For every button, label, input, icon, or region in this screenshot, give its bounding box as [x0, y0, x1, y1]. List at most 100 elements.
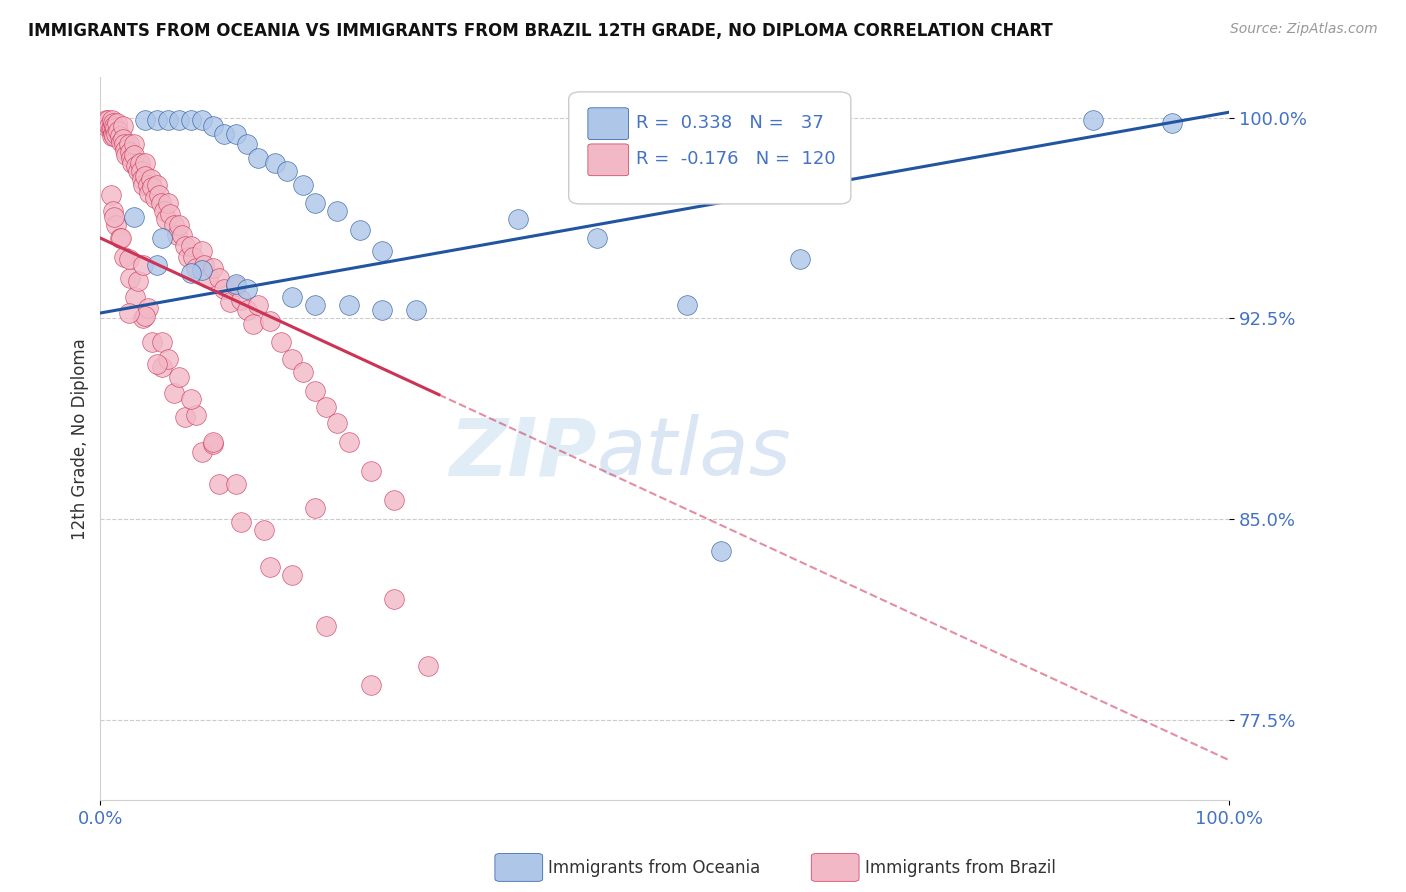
- Point: [225, 477, 247, 491]
- Point: [105, 116, 128, 130]
- Point: [202, 260, 225, 275]
- Point: [180, 266, 202, 280]
- Point: [169, 113, 191, 128]
- Point: [155, 212, 177, 227]
- Point: [360, 678, 382, 692]
- Point: [152, 231, 174, 245]
- Point: [202, 119, 225, 133]
- Point: [292, 178, 315, 192]
- Point: [159, 207, 181, 221]
- Y-axis label: 12th Grade, No Diploma: 12th Grade, No Diploma: [72, 338, 89, 540]
- Point: [117, 252, 139, 267]
- Point: [157, 113, 180, 128]
- Point: [108, 129, 131, 144]
- Point: [121, 156, 143, 170]
- Point: [134, 156, 156, 170]
- Point: [141, 335, 163, 350]
- Point: [264, 156, 287, 170]
- Point: [111, 132, 134, 146]
- Point: [186, 260, 208, 275]
- Point: [152, 359, 174, 374]
- Point: [127, 274, 149, 288]
- Point: [107, 124, 129, 138]
- Point: [197, 271, 219, 285]
- Point: [134, 113, 156, 128]
- Point: [326, 204, 349, 219]
- Point: [177, 250, 200, 264]
- Point: [405, 303, 427, 318]
- Point: [163, 218, 186, 232]
- Point: [131, 172, 153, 186]
- Point: [110, 231, 132, 245]
- Point: [180, 239, 202, 253]
- Point: [120, 151, 142, 165]
- Point: [214, 282, 236, 296]
- Point: [146, 178, 169, 192]
- Point: [103, 129, 125, 144]
- Point: [112, 137, 135, 152]
- FancyBboxPatch shape: [588, 144, 628, 176]
- Point: [100, 113, 122, 128]
- Point: [152, 335, 174, 350]
- Point: [105, 127, 128, 141]
- Point: [94, 113, 117, 128]
- Text: IMMIGRANTS FROM OCEANIA VS IMMIGRANTS FROM BRAZIL 12TH GRADE, NO DIPLOMA CORRELA: IMMIGRANTS FROM OCEANIA VS IMMIGRANTS FR…: [28, 22, 1053, 40]
- Point: [416, 659, 439, 673]
- Point: [214, 127, 236, 141]
- Point: [128, 156, 150, 170]
- Point: [134, 309, 156, 323]
- Point: [191, 113, 214, 128]
- Point: [231, 515, 253, 529]
- Point: [1161, 116, 1184, 130]
- Point: [236, 282, 259, 296]
- Text: Source: ZipAtlas.com: Source: ZipAtlas.com: [1230, 22, 1378, 37]
- Point: [143, 191, 166, 205]
- Point: [97, 113, 120, 128]
- Point: [242, 317, 264, 331]
- Point: [586, 231, 609, 245]
- Point: [270, 335, 292, 350]
- Point: [124, 290, 146, 304]
- Point: [136, 301, 159, 315]
- Point: [676, 298, 699, 312]
- Point: [141, 180, 163, 194]
- Point: [152, 204, 174, 219]
- Point: [219, 295, 242, 310]
- Point: [138, 186, 160, 200]
- Point: [146, 258, 169, 272]
- Point: [117, 137, 139, 152]
- Point: [112, 250, 135, 264]
- Point: [236, 303, 259, 318]
- Point: [236, 137, 259, 152]
- Point: [337, 298, 360, 312]
- Point: [231, 293, 253, 307]
- Point: [110, 135, 132, 149]
- Point: [117, 306, 139, 320]
- Point: [349, 223, 371, 237]
- Point: [259, 314, 281, 328]
- Point: [225, 277, 247, 291]
- Point: [186, 408, 208, 422]
- Point: [506, 212, 529, 227]
- Point: [100, 121, 122, 136]
- Point: [157, 196, 180, 211]
- Point: [710, 544, 733, 558]
- FancyBboxPatch shape: [568, 92, 851, 204]
- Text: Immigrants from Brazil: Immigrants from Brazil: [865, 859, 1056, 877]
- Point: [193, 258, 215, 272]
- Point: [150, 196, 173, 211]
- Point: [1083, 113, 1105, 128]
- Point: [118, 271, 141, 285]
- Point: [276, 164, 298, 178]
- Point: [169, 218, 191, 232]
- Point: [253, 523, 276, 537]
- Point: [100, 129, 122, 144]
- Point: [103, 210, 125, 224]
- Point: [382, 493, 405, 508]
- Point: [127, 164, 149, 178]
- Point: [125, 159, 148, 173]
- Point: [139, 172, 162, 186]
- Point: [134, 169, 156, 184]
- Point: [304, 196, 326, 211]
- Point: [100, 121, 122, 136]
